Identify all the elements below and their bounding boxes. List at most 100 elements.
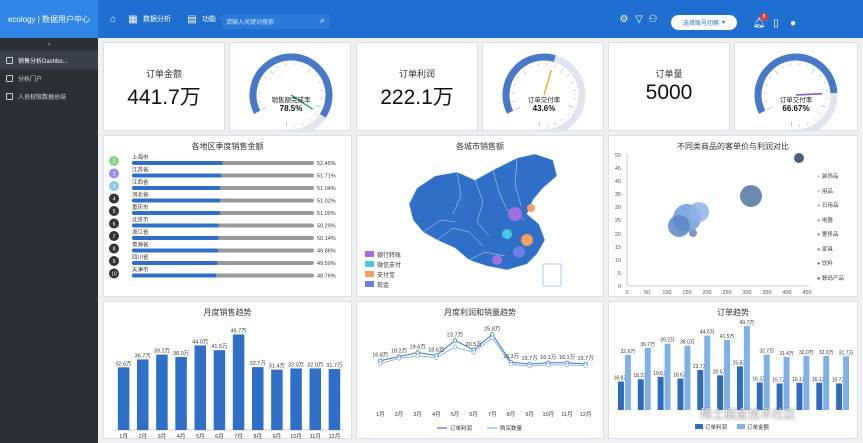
filter-icon[interactable]: ▽ xyxy=(635,13,643,25)
line-point[interactable] xyxy=(508,362,514,367)
bar[interactable] xyxy=(137,359,149,430)
legend-item[interactable]: ● 用品 xyxy=(817,188,833,195)
bar[interactable] xyxy=(328,369,341,430)
legend-item[interactable]: ● 饮料 xyxy=(817,261,833,267)
legend-swatch[interactable] xyxy=(737,424,745,429)
bar[interactable] xyxy=(309,368,322,430)
bar[interactable] xyxy=(803,355,810,410)
legend-item[interactable]: 现金 xyxy=(365,281,401,291)
bar[interactable] xyxy=(763,354,770,410)
progress-fill[interactable] xyxy=(132,261,218,265)
menu-grid-icon[interactable]: ▤ xyxy=(187,13,197,25)
bubble[interactable] xyxy=(689,202,709,222)
bar[interactable] xyxy=(736,366,743,410)
line-point[interactable] xyxy=(583,363,588,368)
sidebar-collapse-button[interactable]: « xyxy=(47,41,51,48)
bar[interactable] xyxy=(664,343,671,410)
bar[interactable] xyxy=(704,335,711,410)
bar[interactable] xyxy=(684,345,691,410)
apps-grid-icon[interactable]: ▦ xyxy=(128,13,138,25)
bubble[interactable] xyxy=(668,215,690,237)
line-point[interactable] xyxy=(471,350,476,355)
legend-label[interactable]: 订单利润 xyxy=(705,423,728,431)
line-point[interactable] xyxy=(452,338,458,343)
bar[interactable] xyxy=(717,375,724,410)
legend-item[interactable]: ● 奢侈品 xyxy=(817,232,839,238)
bar[interactable] xyxy=(271,369,283,430)
map-pie-marker[interactable] xyxy=(513,246,525,258)
map-pie-marker[interactable] xyxy=(508,207,522,221)
sidebar-item-analysis-portal[interactable]: 分析门户 xyxy=(0,69,98,87)
map-region-china[interactable] xyxy=(408,153,558,271)
bar[interactable] xyxy=(783,356,790,410)
legend-swatch[interactable] xyxy=(695,424,703,429)
bar[interactable] xyxy=(637,379,644,410)
bubble-chart[interactable]: 0 5 10 15 20 25 30 35 40 45 50 0 50 100 150 200… xyxy=(609,136,859,298)
bar[interactable] xyxy=(743,325,750,410)
china-map[interactable] xyxy=(357,136,605,298)
home-icon[interactable]: ⌂ xyxy=(109,13,117,25)
progress-fill[interactable] xyxy=(132,211,221,215)
legend-label[interactable]: 购买数量 xyxy=(500,424,523,432)
monthly-sales-bar-chart[interactable]: 32.6万 1月 36.7万 2月 39.2万 3月 38.0万 4月 44.0万 5月 41.5万… xyxy=(104,302,353,440)
bar[interactable] xyxy=(776,383,783,410)
legend-item[interactable]: ● 日用品 xyxy=(817,203,839,209)
line-point[interactable] xyxy=(546,362,551,368)
progress-fill[interactable] xyxy=(132,186,221,190)
bar[interactable] xyxy=(796,382,803,410)
line-point[interactable] xyxy=(490,332,495,337)
legend-item[interactable]: ● 数码产品 xyxy=(817,275,844,282)
line-point[interactable] xyxy=(490,335,495,341)
progress-fill[interactable] xyxy=(132,273,217,278)
bar[interactable] xyxy=(816,382,823,410)
org-chart-icon[interactable]: ⚇ xyxy=(648,13,658,25)
bar[interactable] xyxy=(156,354,168,430)
bar[interactable] xyxy=(644,347,651,410)
map-pie-marker[interactable] xyxy=(492,255,502,265)
line-point[interactable] xyxy=(434,355,439,360)
bar[interactable] xyxy=(290,368,302,430)
bar[interactable] xyxy=(617,381,624,410)
map-pie-marker[interactable] xyxy=(527,204,535,212)
bell-icon[interactable]: 🔔︎ xyxy=(752,17,766,29)
sidebar-item-sales-dashboard[interactable]: 销售分析Dashbo... xyxy=(0,51,98,69)
bar[interactable] xyxy=(843,356,850,410)
brand-logo[interactable]: ecology | 数据用户中心 xyxy=(0,0,98,38)
settings-icon[interactable]: ⚙ xyxy=(619,13,629,25)
document-icon[interactable]: ▯ xyxy=(773,17,779,29)
map-pie-marker[interactable] xyxy=(521,234,533,246)
search-input[interactable]: 请输入关键词搜索 ⌕ xyxy=(222,14,330,29)
progress-fill[interactable] xyxy=(132,198,221,203)
bar[interactable] xyxy=(194,345,207,430)
bar[interactable] xyxy=(836,383,843,410)
legend-item[interactable]: ● 家具 xyxy=(817,246,833,253)
search-icon[interactable]: ⌕ xyxy=(319,15,325,25)
line-point[interactable] xyxy=(415,353,420,358)
bar[interactable] xyxy=(624,354,631,410)
line-series[interactable] xyxy=(380,333,586,365)
line-point[interactable] xyxy=(396,356,402,361)
legend-item[interactable]: 微信支付 xyxy=(365,261,401,271)
legend-item[interactable]: 银行转账 xyxy=(365,251,401,261)
order-trend-bar-chart[interactable]: 16.8万 32.6万 18.2万 36.7万 19.6万 39.2万 18.6万 38.0万… xyxy=(609,302,859,440)
bubble[interactable] xyxy=(740,185,762,207)
bar[interactable] xyxy=(756,382,763,410)
bar[interactable] xyxy=(697,369,704,410)
bar[interactable] xyxy=(657,376,664,410)
bar[interactable] xyxy=(823,355,830,410)
line-series[interactable] xyxy=(380,337,586,367)
progress-fill[interactable] xyxy=(132,223,219,228)
user-avatar-icon[interactable]: ● xyxy=(789,17,797,29)
legend-item[interactable]: ● 电器 xyxy=(817,217,833,224)
bar[interactable] xyxy=(232,334,245,430)
bar[interactable] xyxy=(677,378,684,410)
legend-item[interactable]: 支付宝 xyxy=(365,271,401,281)
line-point[interactable] xyxy=(527,363,532,369)
line-point[interactable] xyxy=(564,362,570,368)
menu-dropdown-label[interactable]: 功能 xyxy=(202,16,216,23)
bar[interactable] xyxy=(213,350,226,430)
nav-module-label[interactable]: 数据分析 xyxy=(143,16,171,23)
bubble[interactable] xyxy=(689,229,697,237)
progress-fill[interactable] xyxy=(132,236,219,240)
